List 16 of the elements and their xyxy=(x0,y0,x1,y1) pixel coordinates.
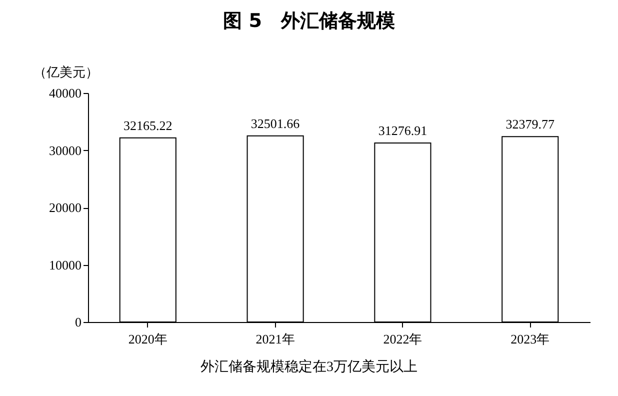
y-tick-label: 20000 xyxy=(49,200,82,215)
data-label: 32379.77 xyxy=(506,116,555,132)
x-tick-label: 2023年 xyxy=(510,332,550,346)
y-tick-label: 30000 xyxy=(49,142,82,158)
y-tick-label: 40000 xyxy=(49,86,82,100)
y-axis-title: （亿美元） xyxy=(34,64,98,80)
y-tick-label: 10000 xyxy=(49,257,82,272)
data-label: 32165.22 xyxy=(124,118,172,133)
chart-title: 图 5 外汇储备规模 xyxy=(222,9,396,34)
text: 外汇储备规模稳定在3万亿美元以上 xyxy=(200,358,418,376)
y-tick-label: 0 xyxy=(75,314,82,330)
data-label: 32501.66 xyxy=(250,116,300,131)
data-label: 31276.91 xyxy=(378,122,428,138)
x-tick-label: 2021年 xyxy=(256,332,295,346)
x-tick-label: 2022年 xyxy=(383,332,422,346)
x-tick-label: 2020年 xyxy=(128,332,168,346)
